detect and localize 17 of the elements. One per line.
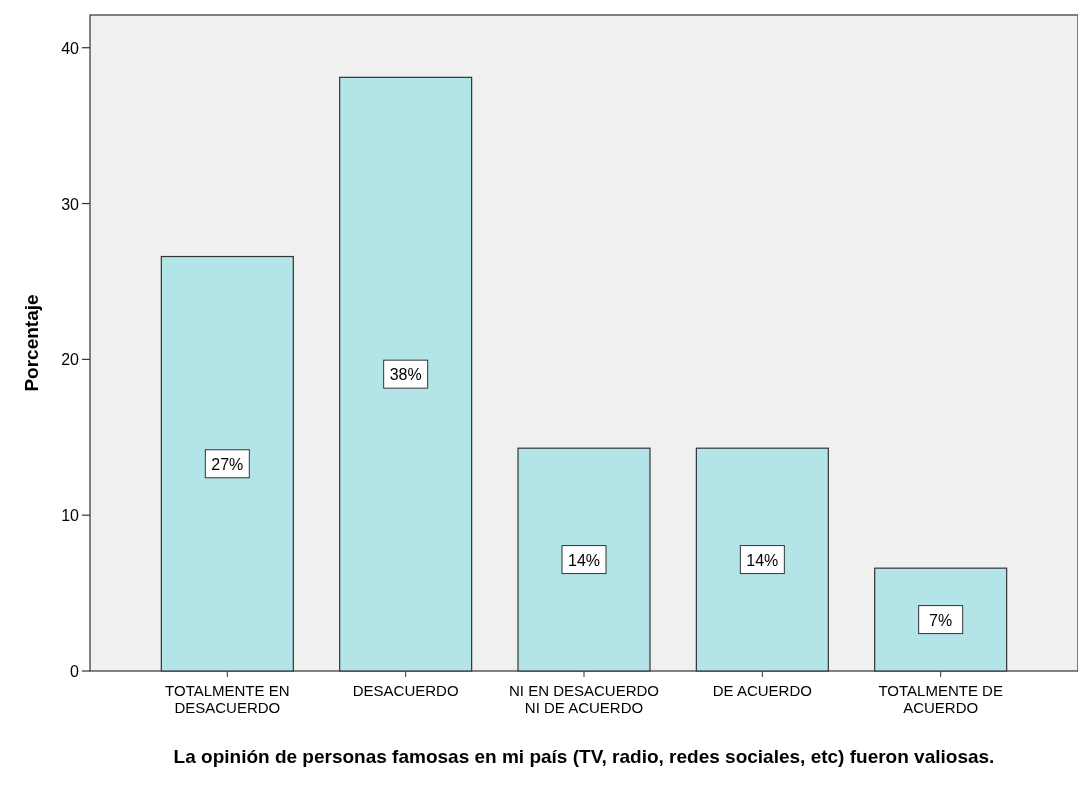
data-label: 27% [211,455,244,473]
data-label: 14% [746,551,779,569]
y-tick-label: 0 [70,663,80,680]
y-axis-title: Porcentaje [21,294,42,392]
x-tick-label: DESACUERDO [352,682,459,699]
y-tick-label: 30 [61,195,80,213]
x-tick-label: TOTALMENTE EN DESACUERDO [165,682,290,716]
y-tick-label: 20 [61,351,80,369]
data-label: 14% [567,551,601,569]
data-label: 38% [389,366,422,384]
y-tick-label: 40 [61,39,80,57]
x-axis-title: La opinión de personas famosas en mi país (TV, radio, redes sociales, etc) fueron valiosas. [173,746,995,767]
x-tick-label: NI EN DESACUERDO NI DE ACUERDO [508,682,660,716]
x-tick-label: DE ACUERDO [712,682,812,699]
y-tick-label: 10 [61,507,80,525]
x-tick-label: TOTALMENTE DE ACUERDO [878,682,1003,716]
data-label: 7% [929,611,953,629]
